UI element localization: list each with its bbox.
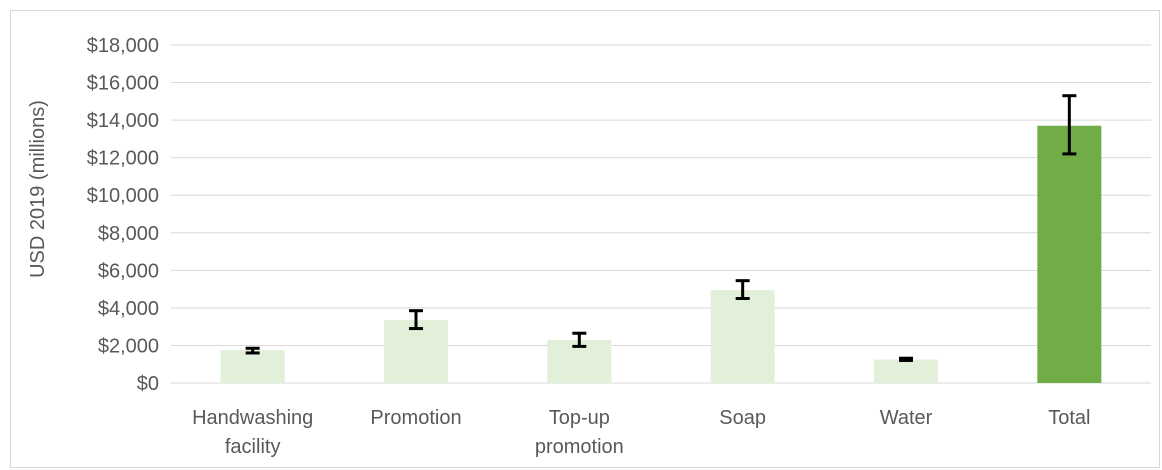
y-tick-label: $8,000 [98, 223, 159, 245]
y-axis-ticks: $0 $2,000 $4,000 $6,000 $8,000 $10,000 $12,000… [87, 35, 159, 395]
error-bar [572, 331, 587, 348]
error-bar [1062, 94, 1077, 156]
y-tick-label: $14,000 [87, 110, 159, 132]
y-tick-label: $2,000 [98, 335, 159, 357]
y-axis-title: USD 2019 (millions) [27, 100, 49, 278]
x-category-label: Top-up promotion [535, 407, 624, 458]
error-bars [245, 94, 1077, 362]
bar [874, 359, 938, 383]
y-tick-label: $10,000 [87, 185, 159, 207]
x-category-label: Soap [719, 407, 766, 429]
bar [1037, 125, 1102, 383]
x-category-label: Handwashing facility [192, 407, 313, 458]
error-bar [735, 279, 750, 300]
x-category-label: Water [880, 407, 933, 429]
x-axis-categories: Handwashing facility Promotion Top-up promot… [192, 407, 1090, 458]
y-tick-label: $18,000 [87, 35, 159, 57]
error-bar [409, 309, 423, 331]
y-tick-label: $12,000 [87, 148, 159, 170]
bar [384, 320, 448, 383]
bar-chart: $0 $2,000 $4,000 $6,000 $8,000 $10,000 $12,000… [27, 35, 1151, 458]
x-category-label: Promotion [370, 407, 461, 429]
bar [710, 290, 775, 383]
y-tick-label: $0 [137, 373, 159, 395]
x-category-label: Total [1048, 407, 1090, 429]
bar [220, 350, 285, 383]
chart-frame: $0 $2,000 $4,000 $6,000 $8,000 $10,000 $12,000… [10, 10, 1160, 468]
error-bar [245, 346, 260, 355]
y-tick-label: $16,000 [87, 73, 159, 95]
y-tick-label: $4,000 [98, 298, 159, 320]
bars [220, 125, 1102, 383]
y-tick-label: $6,000 [98, 260, 159, 282]
error-bar [899, 356, 913, 362]
gridlines [171, 44, 1151, 384]
